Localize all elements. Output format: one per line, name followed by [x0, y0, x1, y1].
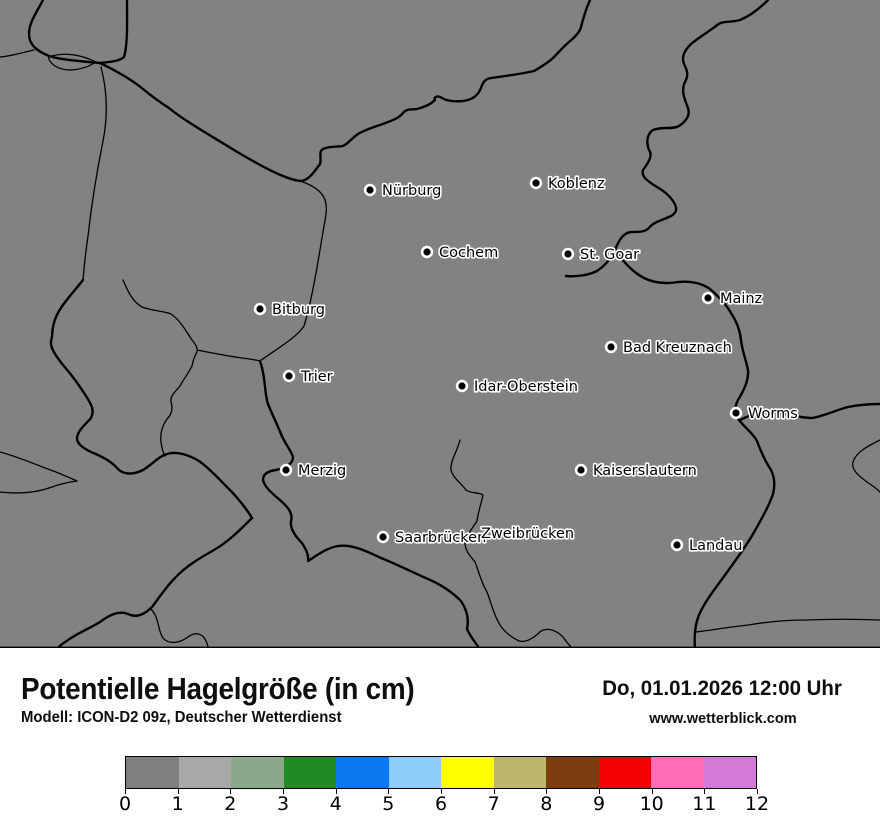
city-label: Saarbrücken [395, 530, 486, 546]
color-scale-tick [125, 789, 126, 794]
city-dot [564, 250, 572, 258]
color-scale-cell [598, 757, 651, 788]
city-label: Nürburg [382, 183, 441, 199]
color-scale-tick-label: 4 [329, 793, 342, 815]
color-scale-tick [546, 789, 548, 794]
city-dot [673, 541, 681, 549]
color-scale-cell [126, 757, 179, 788]
city-dot [379, 533, 387, 541]
city-label: Bitburg [272, 302, 325, 318]
city-label: Kaiserslautern [593, 463, 697, 479]
map-background [0, 0, 880, 648]
city-label: Koblenz [548, 176, 605, 192]
city-dot [282, 466, 290, 474]
color-scale-cell [441, 757, 494, 788]
color-scale-tick [283, 789, 284, 794]
hail-map: Nürburg Koblenz Cochem St. Goar Bitburg Mainz… [0, 0, 880, 648]
color-scale-cell [178, 757, 231, 788]
color-scale-tick [441, 789, 442, 794]
color-scale-tick [335, 789, 337, 794]
map-border-lines [0, 0, 880, 648]
city-label: Idar-Oberstein [474, 379, 578, 395]
color-scale-tick-label: 10 [639, 793, 664, 815]
city-dot [732, 409, 740, 417]
color-scale-cell [336, 757, 389, 788]
city-dot [285, 372, 293, 380]
city-dot [532, 179, 540, 187]
city-label: Cochem [439, 245, 498, 261]
city-label: Bad Kreuznach [623, 340, 732, 356]
color-scale-cell [388, 757, 441, 788]
color-scale-tick-label: 9 [592, 793, 606, 815]
color-scale-cell [546, 757, 599, 788]
color-scale-cell [493, 757, 546, 788]
color-scale-tick-label: 8 [540, 793, 553, 815]
color-scale-tick [757, 789, 758, 794]
color-scale-tick-label: 5 [382, 793, 395, 815]
color-scale-cell [651, 757, 704, 788]
city-label: Trier [300, 369, 333, 385]
city-label: Landau [689, 538, 742, 554]
website-url: www.wetterblick.com [649, 710, 797, 727]
color-scale-cell [703, 757, 756, 788]
color-scale-cell [283, 757, 336, 788]
color-scale-tick-label: 12 [744, 793, 770, 815]
city-dot [423, 248, 431, 256]
city-dot [458, 382, 466, 390]
color-scale-tick-label: 6 [434, 793, 448, 815]
city-label: Merzig [298, 463, 346, 479]
forecast-datetime: Do, 01.01.2026 12:00 Uhr [602, 676, 842, 700]
city-label: Mainz [720, 291, 762, 307]
city-markers-layer: Nürburg Koblenz Cochem St. Goar Bitburg Mainz… [253, 174, 799, 556]
color-scale-tick [230, 789, 232, 794]
city-dot [256, 305, 264, 313]
city-dot [366, 186, 374, 194]
color-scale-tick-label: 7 [487, 793, 500, 815]
city-dot [607, 343, 615, 351]
color-scale-tick [388, 789, 390, 794]
city-label: Worms [748, 406, 798, 422]
color-scale-tick-label: 0 [118, 793, 132, 815]
color-scale-cell [231, 757, 284, 788]
color-scale-tick [651, 789, 653, 794]
color-scale-tick [704, 789, 706, 794]
page-title: Potentielle Hagelgröße (in cm) [21, 671, 415, 706]
color-scale-tick [177, 789, 179, 794]
city-label: St. Goar [580, 247, 639, 263]
city-dot [704, 294, 712, 302]
color-scale-tick [599, 789, 600, 794]
color-scale-tick-label: 2 [224, 793, 237, 815]
city-label: Zweibrücken [481, 526, 574, 542]
city-dot [577, 466, 585, 474]
color-scale-tick-label: 3 [276, 793, 290, 815]
hail-size-color-scale [125, 756, 757, 789]
color-scale-tick-label: 11 [692, 793, 717, 815]
color-scale-tick-label: 1 [171, 793, 184, 815]
color-scale-tick [493, 789, 495, 794]
model-info: Modell: ICON-D2 09z, Deutscher Wetterdie… [21, 709, 342, 726]
